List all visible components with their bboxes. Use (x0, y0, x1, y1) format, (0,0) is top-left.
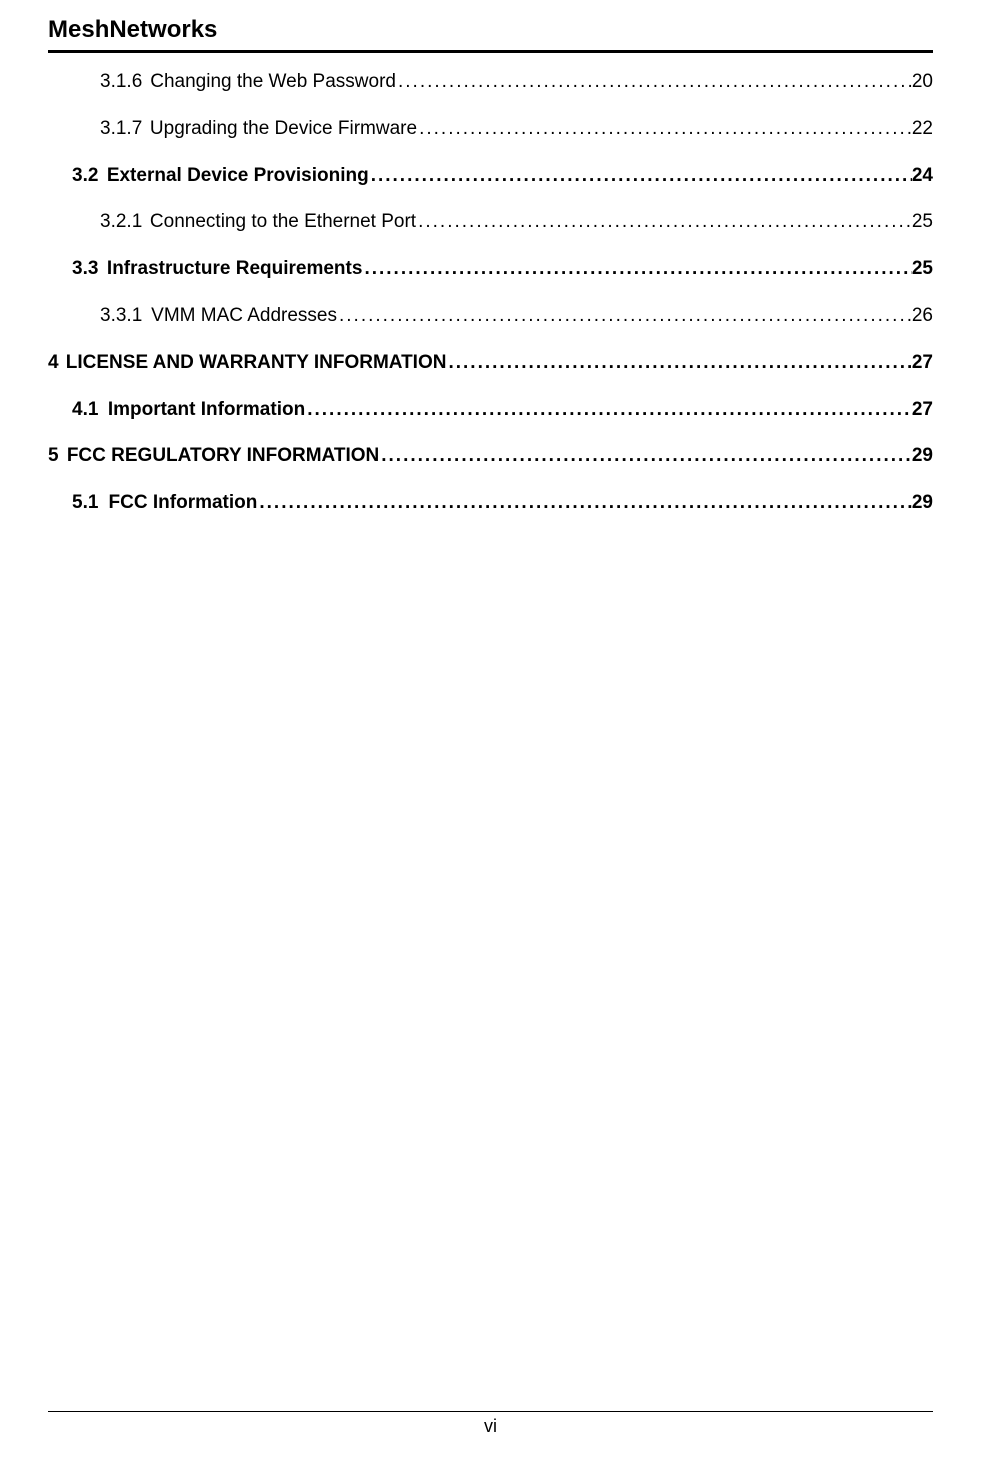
toc-entry-title: Important Information (108, 399, 305, 422)
toc-entry-page: 20 (912, 71, 933, 94)
footer-page-number: vi (48, 1416, 933, 1437)
toc-entry-number: 3.1.6 (100, 71, 142, 94)
page-footer: vi (48, 1411, 933, 1437)
table-of-contents: 3.1.6 Changing the Web Password..........… (48, 71, 933, 515)
toc-leader-dots: ........................................… (362, 258, 911, 281)
toc-entry: 3.2.1 Connecting to the Ethernet Port....… (48, 211, 933, 234)
toc-leader-dots: ........................................… (446, 352, 911, 375)
toc-entry-number: 3.2 (72, 165, 98, 188)
toc-leader-dots: ........................................… (337, 305, 912, 328)
toc-entry-number: 3.3.1 (100, 305, 142, 328)
header-rule (48, 50, 933, 53)
toc-entry-number: 3.1.7 (100, 118, 142, 141)
toc-leader-dots: ........................................… (369, 165, 912, 188)
toc-entry-title: VMM MAC Addresses (151, 305, 337, 328)
toc-leader-dots: ........................................… (305, 399, 912, 422)
toc-entry: 5.1 FCC Information......................… (48, 492, 933, 515)
toc-entry-number: 4.1 (72, 399, 98, 422)
page: MeshNetworks 3.1.6 Changing the Web Passw… (0, 0, 981, 515)
toc-leader-dots: ........................................… (416, 211, 912, 234)
toc-entry-page: 24 (912, 165, 933, 188)
toc-entry-title: Infrastructure Requirements (107, 258, 363, 281)
toc-entry: 3.2 External Device Provisioning.........… (48, 165, 933, 188)
toc-entry-page: 25 (912, 258, 933, 281)
toc-entry: 3.1.6 Changing the Web Password..........… (48, 71, 933, 94)
toc-entry-title: LICENSE AND WARRANTY INFORMATION (66, 352, 447, 375)
toc-entry-page: 25 (912, 211, 933, 234)
footer-rule (48, 1411, 933, 1412)
toc-entry: 4 LICENSE AND WARRANTY INFORMATION.......… (48, 352, 933, 375)
toc-leader-dots: ........................................… (379, 445, 912, 468)
toc-entry-title: Changing the Web Password (150, 71, 396, 94)
toc-leader-dots: ........................................… (417, 118, 912, 141)
toc-entry-number: 4 (48, 352, 59, 375)
toc-entry: 3.3 Infrastructure Requirements..........… (48, 258, 933, 281)
toc-entry-page: 29 (912, 445, 933, 468)
toc-entry-title: FCC Information (109, 492, 258, 515)
toc-entry-number: 3.3 (72, 258, 98, 281)
toc-entry: 3.3.1 VMM MAC Addresses..................… (48, 305, 933, 328)
toc-entry-title: FCC REGULATORY INFORMATION (67, 445, 379, 468)
toc-entry-title: Connecting to the Ethernet Port (150, 211, 416, 234)
header-brand: MeshNetworks (48, 16, 933, 44)
toc-leader-dots: ........................................… (396, 71, 912, 94)
toc-leader-dots: ........................................… (257, 492, 911, 515)
toc-entry-title: External Device Provisioning (107, 165, 369, 188)
toc-entry-page: 29 (912, 492, 933, 515)
toc-entry: 3.1.7 Upgrading the Device Firmware......… (48, 118, 933, 141)
toc-entry-number: 5.1 (72, 492, 98, 515)
toc-entry-page: 22 (912, 118, 933, 141)
toc-entry-title: Upgrading the Device Firmware (150, 118, 417, 141)
toc-entry-page: 26 (912, 305, 933, 328)
toc-entry-number: 3.2.1 (100, 211, 142, 234)
toc-entry-page: 27 (912, 399, 933, 422)
toc-entry-page: 27 (912, 352, 933, 375)
toc-entry-number: 5 (48, 445, 59, 468)
toc-entry: 5 FCC REGULATORY INFORMATION.............… (48, 445, 933, 468)
toc-entry: 4.1 Important Information................… (48, 399, 933, 422)
